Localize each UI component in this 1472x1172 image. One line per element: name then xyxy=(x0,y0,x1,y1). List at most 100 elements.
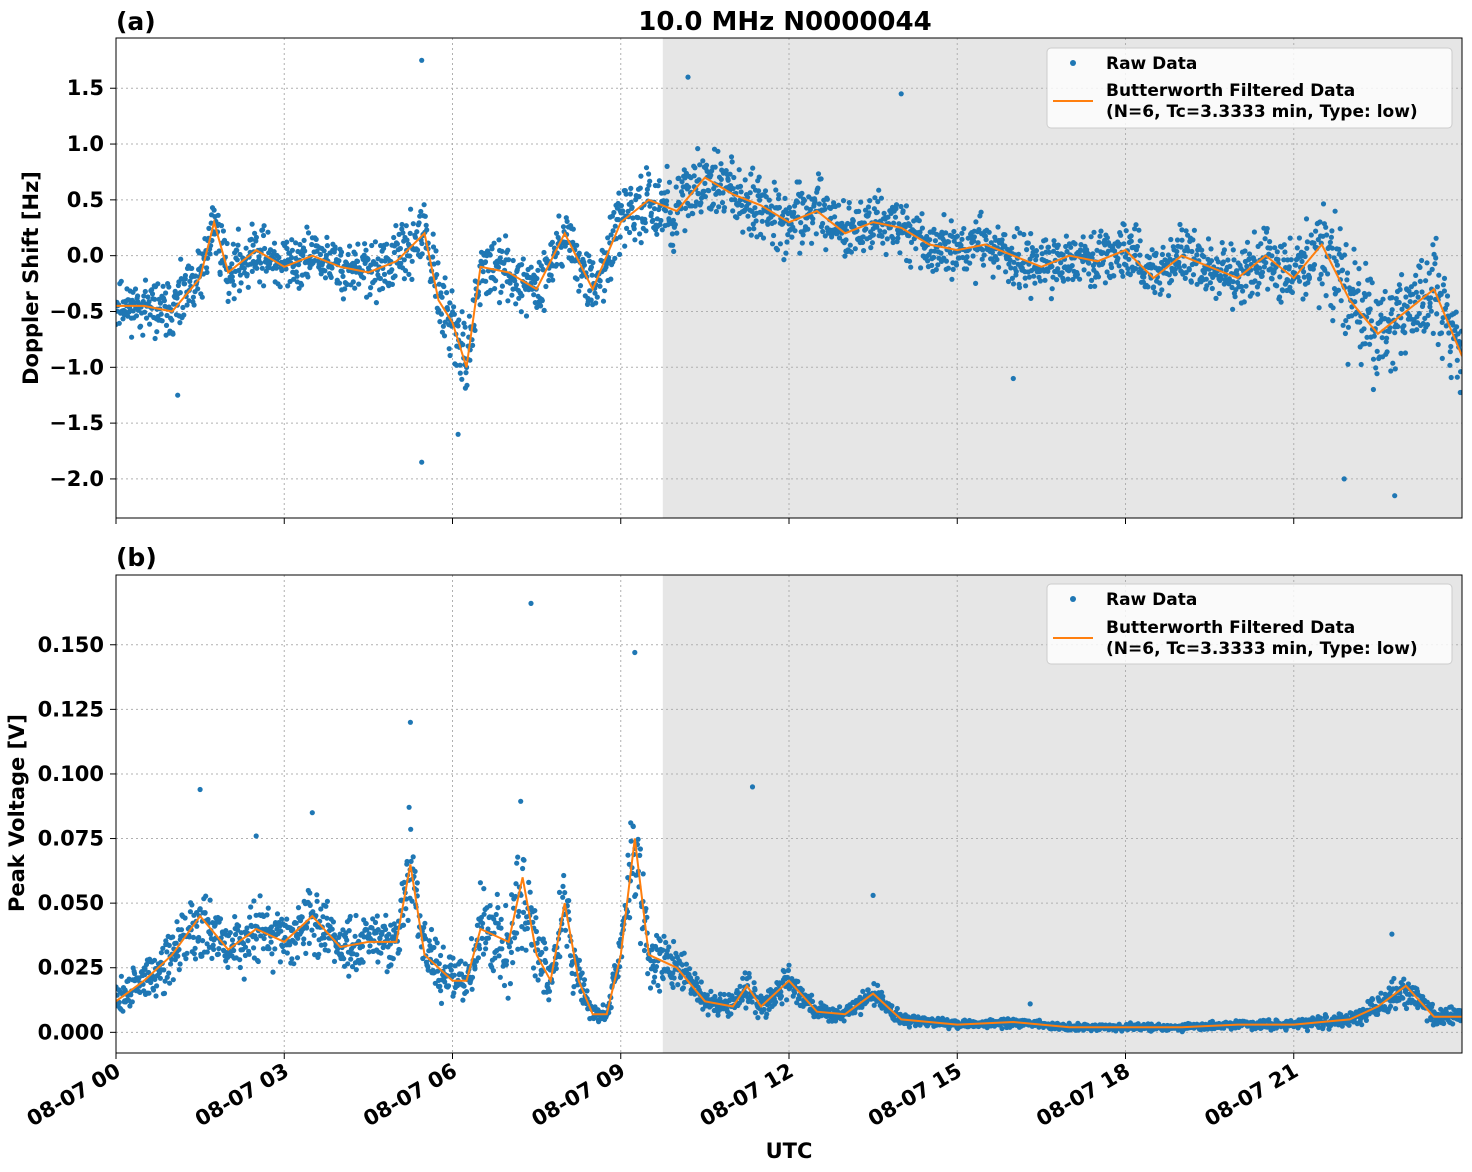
raw-data-point xyxy=(1133,266,1139,272)
raw-data-point xyxy=(1318,271,1324,277)
raw-data-point xyxy=(742,177,748,183)
raw-data-point xyxy=(1417,278,1423,284)
raw-data-point xyxy=(682,228,688,234)
raw-data-point xyxy=(514,930,520,936)
raw-data-point xyxy=(636,194,642,200)
raw-data-point xyxy=(672,222,678,228)
raw-data-point xyxy=(321,248,327,254)
raw-data-point xyxy=(1420,301,1426,307)
raw-data-point xyxy=(692,165,698,171)
raw-data-point xyxy=(1025,240,1031,246)
raw-data-point xyxy=(949,276,955,282)
raw-data-point xyxy=(284,245,290,252)
raw-data-point xyxy=(631,226,637,232)
raw-data-point xyxy=(204,269,210,275)
raw-data-point xyxy=(758,231,764,237)
raw-data-point xyxy=(1191,227,1197,233)
raw-data-point xyxy=(229,278,236,284)
raw-data-point xyxy=(948,218,954,224)
raw-data-point xyxy=(160,945,166,951)
raw-data-point xyxy=(750,165,756,171)
raw-data-point xyxy=(1343,318,1349,324)
raw-data-point xyxy=(1002,232,1008,238)
raw-data-point xyxy=(182,272,188,279)
raw-data-point xyxy=(669,231,676,237)
raw-data-point xyxy=(181,312,187,318)
raw-data-point xyxy=(1414,327,1420,333)
raw-data-point xyxy=(682,175,688,181)
raw-data-point xyxy=(163,290,169,296)
raw-data-point xyxy=(200,938,206,944)
raw-data-point xyxy=(945,265,952,271)
raw-data-point xyxy=(166,284,172,290)
raw-data-outlier xyxy=(898,91,904,97)
raw-data-point xyxy=(347,913,353,920)
raw-data-point xyxy=(1427,300,1433,306)
raw-data-point xyxy=(1238,284,1245,290)
raw-data-point xyxy=(237,272,243,278)
raw-data-point xyxy=(1048,296,1054,302)
raw-data-point xyxy=(670,984,676,991)
raw-data-point xyxy=(643,228,649,234)
raw-data-point xyxy=(637,940,644,947)
raw-data-point xyxy=(1388,311,1394,317)
raw-data-point xyxy=(378,950,384,956)
raw-data-point xyxy=(1438,330,1445,336)
raw-data-point xyxy=(642,220,648,226)
raw-data-point xyxy=(169,317,175,323)
raw-data-point xyxy=(1128,238,1134,244)
raw-data-point xyxy=(970,253,976,259)
raw-data-point xyxy=(990,274,996,280)
raw-data-point xyxy=(1299,258,1305,264)
raw-data-point xyxy=(1077,276,1083,282)
raw-data-point xyxy=(860,239,866,245)
raw-data-point xyxy=(1423,278,1429,284)
raw-data-point xyxy=(309,241,315,248)
raw-data-point xyxy=(1204,283,1210,289)
raw-data-point xyxy=(717,991,724,997)
raw-data-point xyxy=(686,184,692,190)
raw-data-point xyxy=(1399,306,1405,312)
raw-data-point xyxy=(440,944,446,950)
raw-data-point xyxy=(345,961,351,967)
raw-data-point xyxy=(627,229,633,236)
raw-data-point xyxy=(1205,236,1212,242)
raw-data-point xyxy=(637,852,643,859)
raw-data-point xyxy=(554,261,560,268)
raw-data-point xyxy=(217,271,223,277)
y-tick-label: −0.5 xyxy=(49,299,104,323)
raw-data-point xyxy=(408,206,414,212)
raw-data-point xyxy=(867,198,873,204)
raw-data-point xyxy=(637,231,643,237)
raw-data-point xyxy=(1289,289,1295,295)
raw-data-point xyxy=(809,240,815,246)
raw-data-point xyxy=(362,241,368,247)
raw-data-point xyxy=(796,179,802,185)
raw-data-point xyxy=(322,268,328,274)
raw-data-point xyxy=(773,999,779,1005)
raw-data-point xyxy=(187,909,193,915)
raw-data-point xyxy=(1026,274,1032,280)
raw-data-point xyxy=(730,186,736,192)
raw-data-point xyxy=(262,245,268,252)
raw-data-point xyxy=(1300,296,1306,302)
raw-data-point xyxy=(223,928,229,934)
raw-data-point xyxy=(736,167,742,173)
raw-data-point xyxy=(148,979,154,986)
raw-data-point xyxy=(1153,250,1159,256)
raw-data-point xyxy=(858,199,864,205)
raw-data-point xyxy=(1275,257,1281,263)
raw-data-point xyxy=(186,934,193,940)
raw-data-point xyxy=(278,928,284,934)
raw-data-point xyxy=(159,318,165,324)
raw-data-point xyxy=(251,945,257,951)
raw-data-point xyxy=(1323,224,1329,230)
raw-data-point xyxy=(496,237,502,243)
raw-data-point xyxy=(1340,322,1346,328)
raw-data-point xyxy=(1225,257,1231,263)
raw-data-point xyxy=(194,923,200,929)
raw-data-point xyxy=(132,970,138,977)
raw-data-point xyxy=(265,905,271,911)
raw-data-point xyxy=(799,190,805,196)
raw-data-point xyxy=(786,204,793,211)
